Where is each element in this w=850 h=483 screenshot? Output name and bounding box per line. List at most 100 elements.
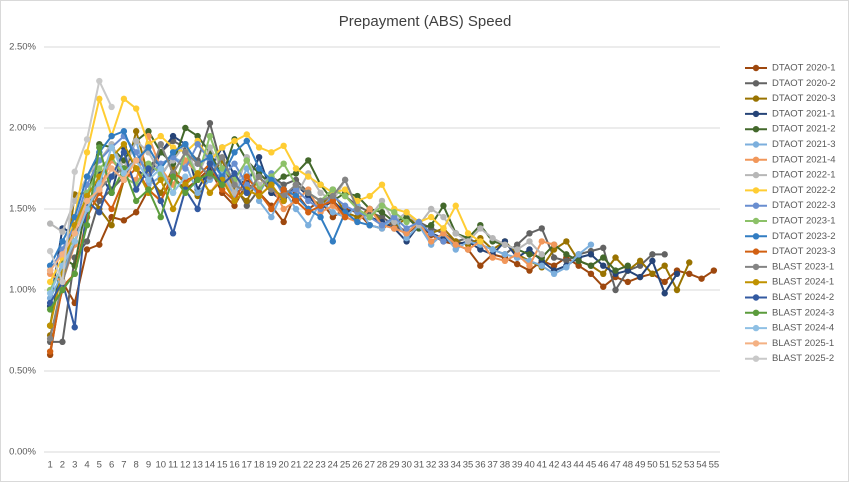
y-tick-label: 2.50%: [9, 42, 36, 53]
series-point: [71, 270, 78, 277]
x-tick-label: 35: [463, 460, 474, 471]
x-tick-label: 9: [146, 460, 151, 471]
series-point: [46, 267, 54, 274]
series-point: [366, 205, 373, 213]
series-point: [59, 238, 66, 245]
series-point: [96, 197, 103, 205]
series-point: [427, 213, 435, 221]
series-point: [194, 205, 201, 213]
series-point: [280, 181, 287, 188]
series-point: [120, 95, 128, 103]
series-point: [600, 262, 607, 269]
legend-label: DTAOT 2023-3: [772, 246, 836, 257]
series-point: [415, 218, 423, 226]
series-point: [341, 186, 349, 193]
series-point: [587, 241, 595, 248]
series-point: [206, 189, 214, 196]
x-tick-label: 55: [709, 460, 720, 471]
legend-marker: [752, 324, 760, 332]
series-point: [378, 181, 386, 188]
series-point: [686, 259, 693, 266]
series-point: [206, 153, 214, 161]
series-point: [440, 238, 447, 245]
series-point: [96, 241, 103, 248]
series-point: [305, 197, 312, 205]
series-point: [243, 197, 250, 205]
series-point: [649, 251, 656, 258]
series-point: [120, 217, 128, 224]
series-point: [219, 144, 226, 151]
legend-marker: [752, 171, 760, 179]
x-tick-label: 54: [696, 460, 707, 471]
series-point: [305, 173, 312, 180]
legend-label: BLAST 2024-1: [772, 277, 834, 288]
series-point: [661, 290, 668, 297]
series-point: [464, 238, 472, 245]
series-point: [145, 144, 152, 151]
series-point: [538, 238, 545, 245]
series-point: [206, 160, 214, 167]
series-point: [268, 213, 275, 221]
series-point: [96, 95, 103, 103]
series-point: [132, 157, 140, 164]
series-point: [96, 165, 103, 172]
series-point: [132, 197, 140, 205]
series-point: [550, 254, 558, 261]
series-point: [341, 213, 349, 221]
series-point: [354, 192, 361, 200]
x-tick-label: 29: [389, 460, 400, 471]
series-point: [600, 270, 607, 277]
series-point: [231, 189, 238, 196]
series-point: [317, 197, 324, 205]
y-tick-label: 2.00%: [9, 123, 36, 134]
x-tick-label: 43: [561, 460, 572, 471]
series-point: [120, 141, 128, 148]
series-point: [686, 270, 693, 277]
series-point: [108, 173, 115, 180]
series-point: [649, 270, 656, 277]
series-point: [182, 181, 189, 188]
legend-marker: [752, 95, 760, 102]
y-tick-label: 1.00%: [9, 285, 36, 296]
x-tick-label: 7: [121, 460, 126, 471]
series-point: [280, 197, 287, 205]
x-tick-label: 1: [47, 460, 52, 471]
series-point: [292, 181, 300, 188]
legend-marker: [752, 80, 760, 87]
series-point: [59, 338, 66, 346]
series-point: [600, 283, 607, 290]
series-point: [403, 225, 410, 232]
series-point: [71, 230, 78, 237]
series-point: [46, 335, 54, 342]
series-point: [194, 141, 201, 148]
series-point: [243, 189, 250, 196]
series-point: [477, 246, 484, 253]
series-point: [268, 205, 275, 213]
series-point: [427, 238, 435, 245]
series-point: [243, 157, 250, 164]
series-point: [440, 225, 447, 232]
series-point: [83, 173, 91, 180]
series-point: [452, 246, 459, 253]
series-point: [182, 149, 189, 156]
x-tick-label: 15: [217, 460, 228, 471]
series-point: [649, 257, 656, 265]
series-point: [83, 246, 91, 253]
x-tick-label: 18: [254, 460, 265, 471]
series-point: [636, 257, 644, 265]
series-point: [206, 132, 214, 140]
legend-label: BLAST 2025-1: [772, 338, 834, 349]
series-point: [219, 153, 226, 161]
x-tick-label: 19: [266, 460, 277, 471]
series-point: [587, 262, 595, 269]
x-tick-label: 46: [598, 460, 609, 471]
legend-label: DTAOT 2021-1: [772, 108, 836, 119]
series-point: [391, 213, 398, 221]
series-point: [169, 132, 177, 140]
series-point: [132, 165, 140, 172]
series-point: [169, 173, 177, 180]
series-point: [59, 228, 66, 235]
series-point: [71, 238, 78, 245]
series-point: [550, 262, 558, 269]
series-point: [575, 251, 582, 258]
